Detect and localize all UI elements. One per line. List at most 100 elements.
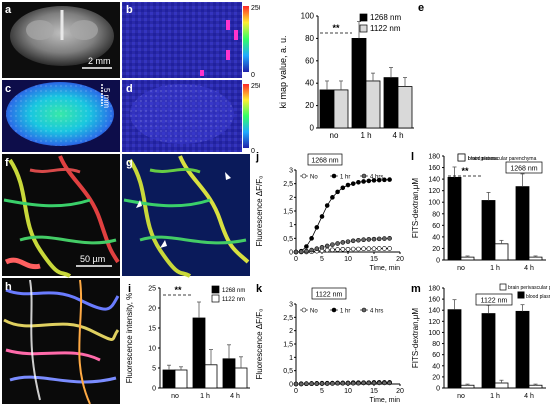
x-tick-label: 15 xyxy=(370,256,378,263)
x-tick-label: 5 xyxy=(320,388,324,395)
bar xyxy=(494,243,509,261)
bar xyxy=(528,256,543,261)
data-point xyxy=(376,246,382,251)
data-point xyxy=(335,241,340,246)
y-axis-label: ki map value, a. u. xyxy=(278,35,288,108)
y-tick-label: 140 xyxy=(428,177,440,184)
data-point xyxy=(361,380,366,386)
bar xyxy=(447,309,462,389)
x-tick-label: 20 xyxy=(396,256,404,263)
data-point xyxy=(340,380,346,386)
data-point xyxy=(376,177,382,183)
y-tick-label: 80 xyxy=(305,34,314,43)
data-point xyxy=(304,248,309,254)
data-point xyxy=(309,236,314,241)
y-tick-label: 0,5 xyxy=(283,368,293,375)
condition-label: 1122 nm xyxy=(481,298,508,305)
legend-swatch xyxy=(517,291,525,299)
y-tick-label: 3 xyxy=(289,302,293,309)
data-point xyxy=(366,380,372,386)
panel-c-heatmap xyxy=(2,80,120,152)
x-tick-label: no xyxy=(457,265,465,272)
y-tick-label: 15 xyxy=(148,326,156,333)
legend-label: 1268 nm xyxy=(370,13,401,22)
y-axis-label: FITS-dextran,μM xyxy=(411,178,420,239)
y-tick-label: 80 xyxy=(432,211,440,218)
bar xyxy=(397,86,413,129)
data-point xyxy=(361,179,366,184)
colorbar-top xyxy=(243,6,249,72)
y-tick-label: 40 xyxy=(305,79,314,88)
legend-swatch xyxy=(499,283,507,291)
data-point xyxy=(366,178,372,184)
data-point xyxy=(387,236,392,241)
condition-label: 1122 nm xyxy=(316,292,343,299)
legend-label: blood plasma xyxy=(526,294,550,300)
data-point xyxy=(304,244,309,249)
data-point xyxy=(350,181,356,186)
y-tick-label: 1,5 xyxy=(283,209,293,216)
data-point xyxy=(382,236,387,241)
y-tick-label: 120 xyxy=(428,188,440,195)
x-tick-label: no xyxy=(171,393,179,400)
bar xyxy=(333,89,349,129)
y-tick-label: 60 xyxy=(305,56,314,65)
x-tick-label: 10 xyxy=(344,256,352,263)
y-tick-label: 2,5 xyxy=(283,315,293,322)
data-point xyxy=(371,178,377,183)
bar xyxy=(460,256,475,261)
bar xyxy=(460,384,475,389)
condition-label: 1268 nm xyxy=(510,166,537,173)
data-point xyxy=(366,246,372,252)
y-tick-label: 180 xyxy=(428,154,440,161)
panel-b-map xyxy=(122,2,242,78)
x-tick-label: 4 h xyxy=(230,393,240,400)
bar xyxy=(481,200,496,261)
condition-box xyxy=(307,153,343,166)
y-tick-label: 0,5 xyxy=(283,236,293,243)
y-axis-label: Fluorescence ΔF/F₀ xyxy=(255,309,264,380)
y-axis-label: FITS-dextran,μM xyxy=(411,308,420,369)
x-tick-label: 1 h xyxy=(360,131,371,140)
legend-swatch xyxy=(211,294,220,303)
chart-l: 0 20 40 60 80 100 120 140 160 180 FITS-dextran,μM n… xyxy=(411,154,546,272)
colorbar-bottom-min: 0 xyxy=(251,148,255,155)
legend-label: 1122 nm xyxy=(222,297,245,303)
y-tick-label: 160 xyxy=(428,165,440,172)
y-tick-label: 20 xyxy=(432,246,440,253)
panel-label-i: i xyxy=(128,283,132,295)
x-tick-label: no xyxy=(457,393,465,400)
legend-swatch xyxy=(359,13,368,22)
legend-marker xyxy=(331,173,337,179)
data-point xyxy=(314,381,320,387)
y-tick-label: 25 xyxy=(148,286,156,293)
data-point xyxy=(371,246,377,252)
y-axis-label: Fluorescence ΔF/F₀ xyxy=(255,176,264,247)
legend-marker xyxy=(301,173,307,179)
panel-label-m: m xyxy=(411,283,421,295)
legend-marker xyxy=(361,173,367,179)
data-point xyxy=(330,247,335,253)
bar xyxy=(222,358,236,389)
bar xyxy=(447,176,462,261)
bar xyxy=(515,310,530,389)
y-tick-label: 0 xyxy=(436,258,440,265)
data-point xyxy=(330,381,335,386)
significance-marker: ** xyxy=(174,285,182,295)
data-point xyxy=(340,246,346,252)
data-point xyxy=(356,237,361,243)
condition-box xyxy=(475,293,513,306)
data-point xyxy=(387,380,392,386)
chart-m: 0 20 40 60 80 100 120 140 160 180 FITS-dextran,μM n… xyxy=(411,283,550,400)
bar xyxy=(162,369,176,389)
x-tick-label: no xyxy=(330,131,339,140)
legend-label: 4 hrs xyxy=(370,309,383,315)
data-point xyxy=(345,239,351,244)
data-point xyxy=(324,247,330,253)
data-point xyxy=(350,238,356,244)
colorbar-bottom xyxy=(243,84,249,148)
legend-label: 4 hrs xyxy=(370,175,383,181)
data-point xyxy=(324,381,330,386)
data-point xyxy=(382,380,387,386)
y-tick-label: 80 xyxy=(432,341,440,348)
